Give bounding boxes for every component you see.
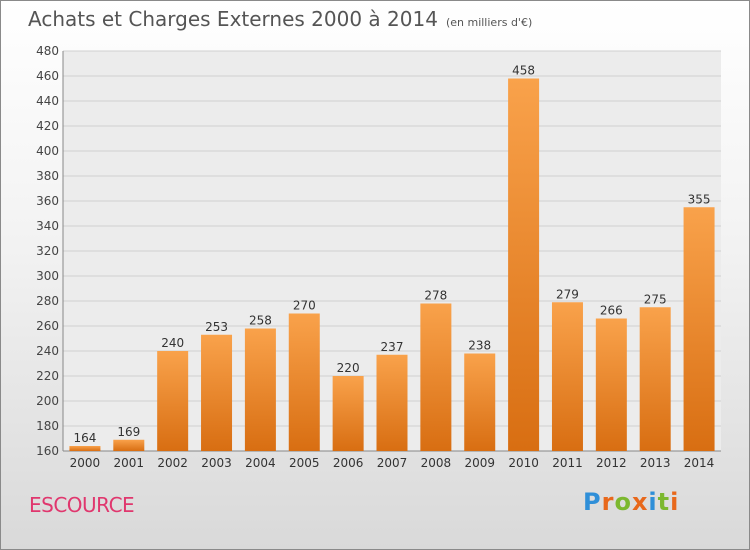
logo-letter: i [648, 488, 658, 516]
bar [288, 313, 320, 451]
y-tick-label: 220 [36, 369, 59, 383]
x-tick-label: 2002 [157, 456, 188, 470]
x-tick-label: 2000 [70, 456, 101, 470]
y-tick-label: 320 [36, 244, 59, 258]
bar [551, 302, 583, 451]
data-labels: 164 2000 169 2001 240 2002 253 2003 258 2004 270 20… [70, 64, 715, 471]
y-tick-label: 380 [36, 169, 59, 183]
logo-letter: i [670, 488, 680, 516]
y-tick-label: 420 [36, 119, 59, 133]
y-tick-label: 300 [36, 269, 59, 283]
bar [113, 439, 145, 451]
x-tick-label: 2006 [333, 456, 364, 470]
bar [244, 328, 276, 451]
data-label: 278 [424, 289, 447, 303]
x-tick-label: 2003 [201, 456, 232, 470]
data-label: 169 [117, 425, 140, 439]
y-tick-label: 340 [36, 219, 59, 233]
data-label: 164 [73, 431, 96, 445]
bar [157, 351, 189, 451]
x-tick-label: 2012 [596, 456, 627, 470]
chart-subtitle: (en milliers d'€) [445, 16, 533, 29]
x-tick-label: 2001 [114, 456, 145, 470]
data-label: 270 [293, 299, 316, 313]
bar [201, 334, 233, 451]
y-tick-label: 440 [36, 94, 59, 108]
x-tick-label: 2005 [289, 456, 320, 470]
data-label: 237 [381, 340, 404, 354]
x-tick-label: 2014 [684, 456, 715, 470]
bar [683, 207, 715, 451]
y-tick-label: 460 [36, 69, 59, 83]
chart-title-text: Achats et Charges Externes 2000 à 2014 [28, 7, 438, 31]
data-label: 240 [161, 336, 184, 350]
y-tick-label: 400 [36, 144, 59, 158]
bars [69, 78, 715, 451]
x-tick-label: 2010 [508, 456, 539, 470]
bar [420, 303, 452, 451]
y-tick-label: 240 [36, 344, 59, 358]
bar [595, 318, 627, 451]
bar [639, 307, 671, 451]
y-tick-label: 160 [36, 444, 59, 458]
y-tick-label: 200 [36, 394, 59, 408]
bar [332, 376, 364, 451]
y-tick-label: 480 [36, 44, 59, 58]
data-label: 458 [512, 64, 535, 78]
bar [69, 446, 101, 451]
data-label: 258 [249, 314, 272, 328]
logo-letter: t [657, 488, 671, 516]
x-tick-label: 2007 [377, 456, 408, 470]
logo-letter: r [601, 488, 615, 516]
y-tick-label: 280 [36, 294, 59, 308]
data-label: 279 [556, 287, 579, 301]
y-tick-label: 180 [36, 419, 59, 433]
proxiti-logo: Proxiti [583, 488, 679, 516]
data-label: 355 [688, 192, 711, 206]
data-label: 266 [600, 304, 623, 318]
data-label: 238 [468, 339, 491, 353]
data-label: 220 [337, 361, 360, 375]
bar [376, 354, 408, 451]
bar [464, 353, 496, 451]
logo-letter: x [631, 488, 649, 516]
logo-letter: o [614, 488, 632, 516]
chart-title: Achats et Charges Externes 2000 à 2014 (e… [28, 7, 532, 31]
axes: 160 180 200 220 240 260 280 300 320 340 360 380 400 4… [36, 44, 721, 458]
logo-letter: P [583, 488, 602, 516]
y-tick-label: 360 [36, 194, 59, 208]
data-label: 253 [205, 320, 228, 334]
x-tick-label: 2009 [464, 456, 495, 470]
bar [508, 78, 540, 451]
x-tick-label: 2011 [552, 456, 583, 470]
x-tick-label: 2004 [245, 456, 276, 470]
data-label: 275 [644, 292, 667, 306]
place-name: ESCOURCE [29, 493, 135, 517]
x-tick-label: 2008 [421, 456, 452, 470]
y-tick-label: 260 [36, 319, 59, 333]
x-tick-label: 2013 [640, 456, 671, 470]
